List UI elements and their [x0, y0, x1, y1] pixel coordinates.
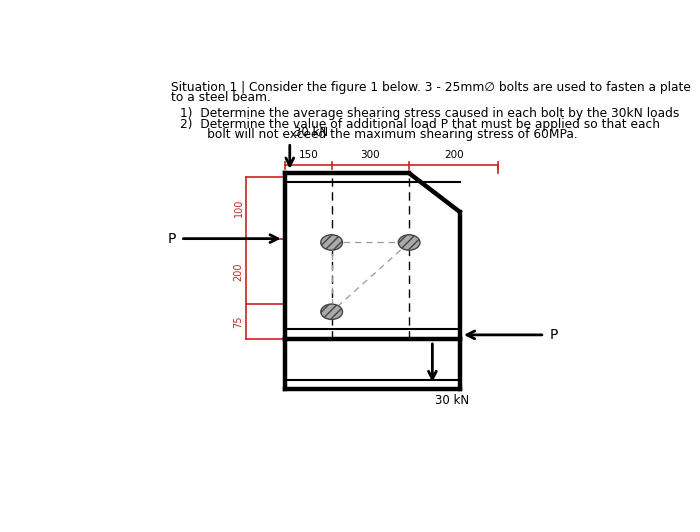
Text: 150: 150: [298, 150, 318, 160]
Text: 1)  Determine the average shearing stress caused in each bolt by the 30kN loads: 1) Determine the average shearing stress…: [181, 107, 680, 120]
Ellipse shape: [321, 235, 342, 250]
Text: P: P: [167, 231, 176, 246]
Text: 2)  Determine the value of additional load P that must be applied so that each: 2) Determine the value of additional loa…: [181, 118, 661, 131]
Ellipse shape: [321, 304, 342, 320]
Text: 200: 200: [444, 150, 463, 160]
Text: to a steel beam.: to a steel beam.: [172, 91, 271, 104]
Ellipse shape: [398, 235, 420, 250]
Ellipse shape: [398, 235, 420, 250]
Text: 30 kN: 30 kN: [435, 394, 469, 407]
Text: 200: 200: [234, 262, 244, 280]
Text: bolt will not exceed the maximum shearing stress of 60MPa.: bolt will not exceed the maximum shearin…: [181, 128, 578, 141]
Text: P: P: [550, 328, 558, 342]
Text: 100: 100: [234, 198, 244, 217]
Ellipse shape: [321, 235, 342, 250]
Text: 30 kN: 30 kN: [294, 126, 328, 139]
Text: Situation 1 | Consider the figure 1 below. 3 - 25mm∅ bolts are used to fasten a : Situation 1 | Consider the figure 1 belo…: [172, 81, 691, 94]
Text: 75: 75: [234, 315, 244, 328]
Text: 300: 300: [360, 150, 380, 160]
Ellipse shape: [321, 304, 342, 320]
